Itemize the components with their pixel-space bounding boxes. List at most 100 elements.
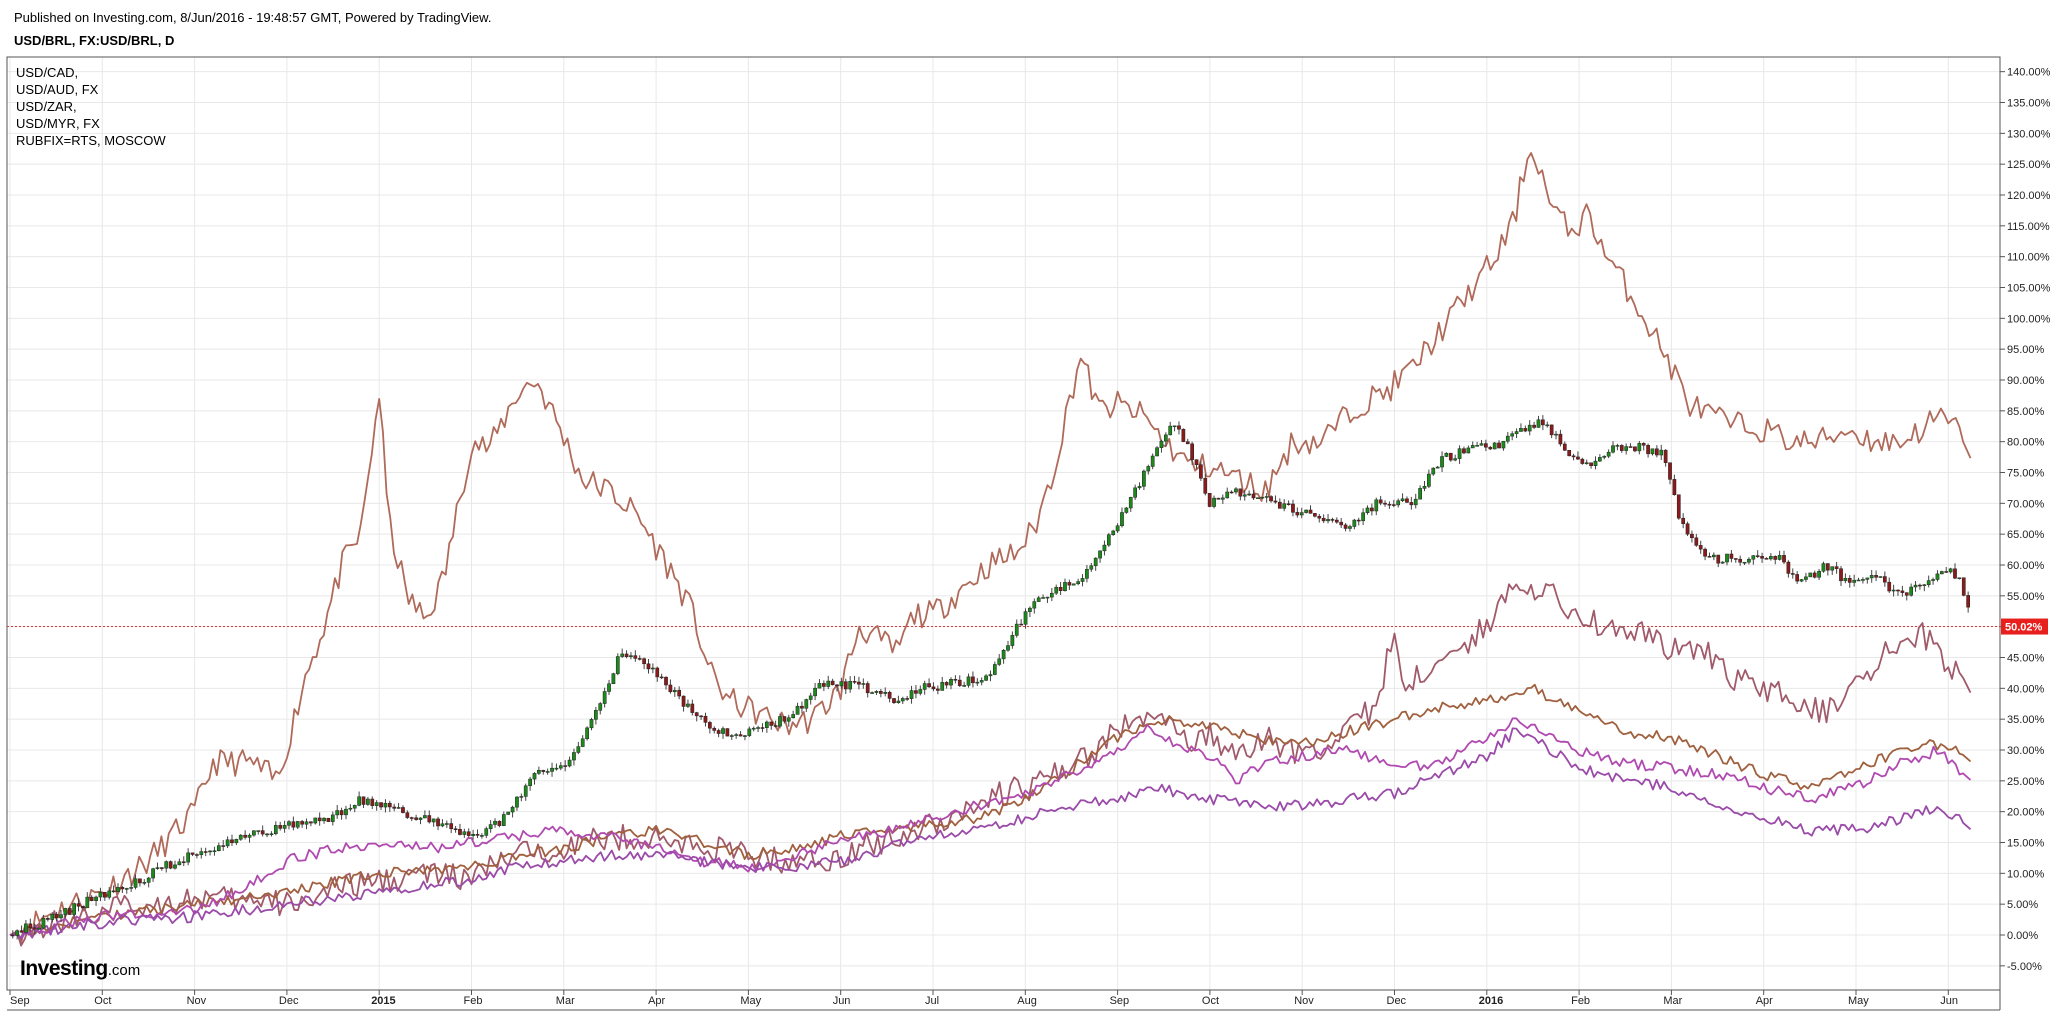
published-note: Published on Investing.com, 8/Jun/2016 -…	[14, 10, 492, 25]
candle-body	[510, 806, 515, 813]
candle-body	[76, 903, 81, 907]
candle-body	[1251, 493, 1256, 499]
x-tick-label: Mar	[1663, 995, 1682, 1007]
candle-body	[1282, 503, 1287, 509]
series-line-usd-cad	[9, 683, 1972, 940]
candle-body	[1795, 574, 1800, 582]
last-value-label: 50.02%	[2005, 622, 2043, 634]
candle-body	[765, 721, 769, 728]
candle-body	[523, 785, 528, 797]
candle-body	[1071, 583, 1076, 586]
candle-body	[1475, 445, 1479, 447]
candle-body	[453, 828, 458, 831]
legend-item-rubfix: RUBFIX=RTS, MOSCOW	[16, 133, 166, 148]
candle-body	[190, 852, 195, 855]
candle-body	[1067, 582, 1072, 586]
candle-body	[1146, 466, 1151, 472]
candle-body	[900, 698, 905, 702]
candle-body	[151, 868, 155, 879]
candle-body	[1676, 494, 1681, 519]
candle-body	[883, 692, 888, 694]
candle-body	[1269, 496, 1273, 502]
candle-body	[1576, 456, 1580, 460]
candle-body	[326, 817, 331, 822]
candle-body	[1093, 557, 1098, 567]
candle-body	[89, 896, 94, 901]
candle-body	[1602, 455, 1607, 458]
candle-body	[423, 815, 427, 819]
candle-body	[1229, 491, 1234, 494]
candle-body	[181, 861, 186, 864]
candle-body	[94, 896, 98, 901]
candle-body	[1168, 425, 1173, 436]
candle-body	[10, 934, 15, 937]
candle-body	[1519, 428, 1523, 432]
candle-body	[672, 689, 677, 693]
candle-body	[466, 831, 471, 836]
candle-body	[221, 845, 226, 847]
candle-body	[997, 658, 1002, 665]
candle-body	[909, 690, 914, 699]
candle-body	[1163, 434, 1168, 442]
candle-body	[1773, 556, 1778, 560]
candle-body	[1054, 586, 1059, 594]
candle-body	[1514, 431, 1519, 434]
candle-body	[322, 817, 326, 822]
candle-body	[28, 923, 33, 929]
candle-body	[1725, 553, 1729, 563]
candle-body	[703, 715, 708, 723]
candle-body	[786, 717, 791, 722]
candle-body	[1799, 579, 1804, 582]
candle-body	[111, 890, 116, 893]
candle-body	[1102, 544, 1107, 552]
candle-body	[1076, 581, 1080, 585]
candle-body	[1453, 458, 1458, 461]
candle-body	[260, 830, 265, 835]
candle-body	[861, 683, 866, 685]
candle-body	[107, 890, 112, 898]
candle-body	[1409, 502, 1414, 506]
x-tick-label: Nov	[1294, 995, 1314, 1007]
y-tick-label: 45.00%	[2007, 652, 2045, 664]
candle-body	[24, 923, 28, 933]
candle-body	[462, 831, 467, 835]
candle-body	[427, 815, 432, 823]
candle-body	[1606, 451, 1611, 457]
candle-body	[773, 725, 778, 727]
candle-body	[580, 738, 585, 747]
candle-body	[1036, 597, 1041, 602]
candle-body	[1782, 555, 1786, 563]
candle-body	[1562, 443, 1567, 451]
candle-body	[1830, 566, 1835, 571]
candle-body	[1804, 576, 1808, 580]
y-tick-label: 20.00%	[2007, 807, 2045, 819]
candle-body	[1440, 456, 1444, 468]
candle-body	[269, 833, 274, 836]
y-tick-label: 80.00%	[2007, 437, 2045, 449]
candle-body	[927, 683, 931, 688]
candle-body	[1413, 498, 1418, 506]
candle-body	[234, 839, 239, 844]
candle-body	[1387, 503, 1392, 506]
candle-body	[195, 854, 199, 856]
y-tick-label: 90.00%	[2007, 375, 2045, 387]
candle-body	[1400, 498, 1405, 502]
candle-body	[1321, 517, 1326, 522]
candle-body	[1032, 601, 1037, 609]
candle-body	[273, 825, 278, 835]
candle-body	[1611, 445, 1615, 453]
candle-body	[1330, 519, 1335, 521]
candle-body	[1760, 556, 1764, 559]
candle-body	[1593, 460, 1598, 466]
candle-body	[1242, 494, 1247, 497]
candle-body	[1957, 577, 1962, 580]
legend-item-usd-zar: USD/ZAR,	[16, 99, 77, 114]
candle-body	[686, 703, 690, 707]
candle-body	[830, 680, 835, 686]
candle-body	[721, 728, 725, 734]
candle-body	[1115, 525, 1120, 532]
candle-body	[979, 680, 984, 683]
candle-body	[1142, 470, 1146, 487]
y-tick-label: 75.00%	[2007, 467, 2045, 479]
